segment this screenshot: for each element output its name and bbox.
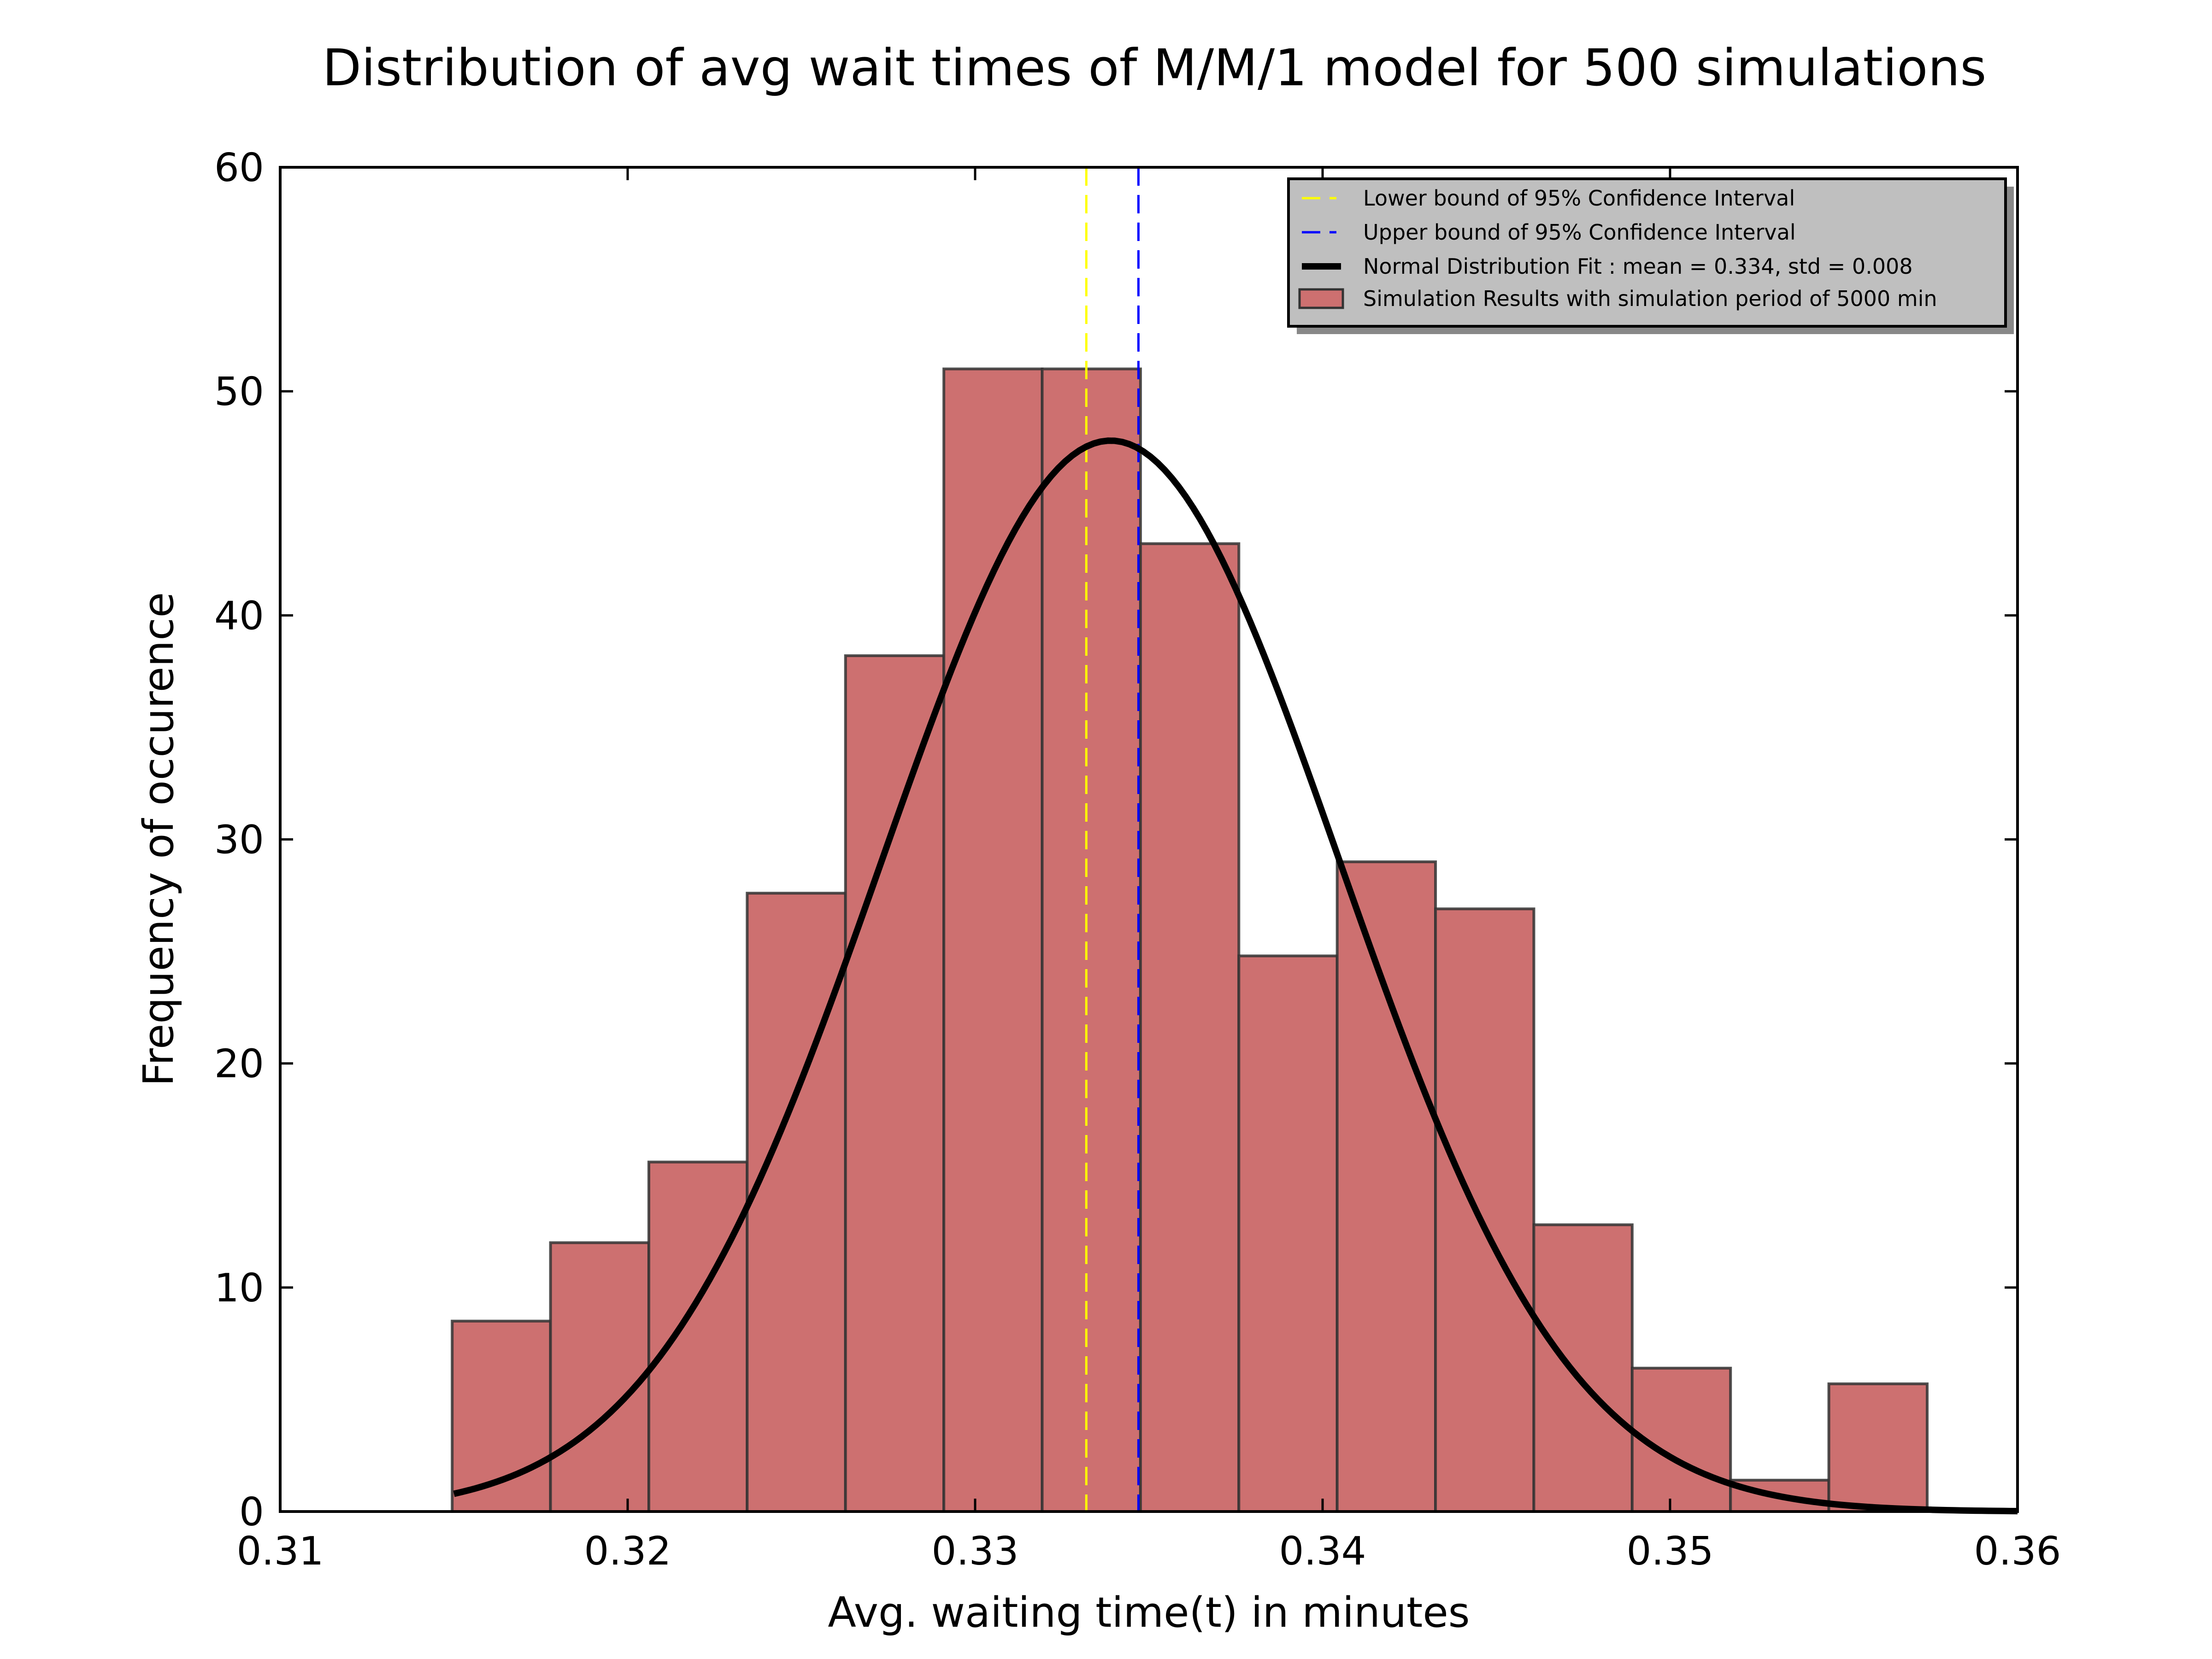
y-tick-label: 20	[214, 1041, 264, 1087]
histogram-bar	[942, 367, 1044, 1513]
legend-upper-bound-label: Upper bound of 95% Confidence Interval	[1363, 220, 1796, 245]
y-axis-ticks: 0 10 20 30 40 50 60	[214, 145, 2018, 1535]
legend: Lower bound of 95% Confidence Interval U…	[1287, 177, 2014, 334]
histogram-bar	[1237, 954, 1339, 1513]
normal-fit-curve-group	[453, 437, 2018, 1515]
legend-lower-bound-label: Lower bound of 95% Confidence Interval	[1363, 186, 1795, 211]
legend-normal-fit-label: Normal Distribution Fit : mean = 0.334, …	[1363, 254, 1913, 279]
x-tick-label: 0.31	[236, 1529, 324, 1574]
chart-title: Distribution of avg wait times of M/M/1 …	[322, 38, 1986, 97]
x-tick-label: 0.36	[1974, 1529, 2061, 1574]
legend-histogram-label: Simulation Results with simulation perio…	[1363, 286, 1937, 311]
x-tick-label: 0.34	[1279, 1529, 1366, 1574]
histogram-bar	[1139, 542, 1241, 1513]
histogram-bar	[1532, 1223, 1634, 1513]
y-tick-label: 0	[239, 1489, 264, 1535]
y-tick-label: 50	[214, 369, 264, 415]
x-axis-ticks: 0.31 0.32 0.33 0.34 0.35 0.36	[236, 167, 2061, 1574]
histogram-bar	[844, 654, 946, 1513]
y-tick-label: 30	[214, 818, 264, 863]
histogram-bar	[549, 1241, 650, 1513]
y-axis-label: Frequency of occurence	[135, 592, 183, 1086]
y-tick-label: 60	[214, 145, 264, 191]
legend-box	[1287, 177, 2007, 328]
histogram-bar	[647, 1160, 749, 1513]
legend-histogram-swatch	[1298, 288, 1344, 309]
y-tick-label: 40	[214, 593, 264, 639]
histogram-bars	[451, 367, 1929, 1513]
x-tick-label: 0.33	[931, 1529, 1018, 1574]
y-tick-label: 10	[214, 1265, 264, 1311]
histogram-bar	[1335, 860, 1437, 1513]
histogram-bar	[1434, 907, 1535, 1513]
histogram-bar	[746, 892, 847, 1513]
x-axis-label: Avg. waiting time(t) in minutes	[828, 1588, 1470, 1637]
x-tick-label: 0.35	[1626, 1529, 1713, 1574]
histogram-bar	[1827, 1382, 1929, 1513]
confidence-interval-lines	[1085, 167, 1140, 1512]
normal-fit-curve	[453, 437, 2018, 1515]
x-tick-label: 0.32	[584, 1529, 671, 1574]
histogram-bar	[1041, 367, 1142, 1513]
